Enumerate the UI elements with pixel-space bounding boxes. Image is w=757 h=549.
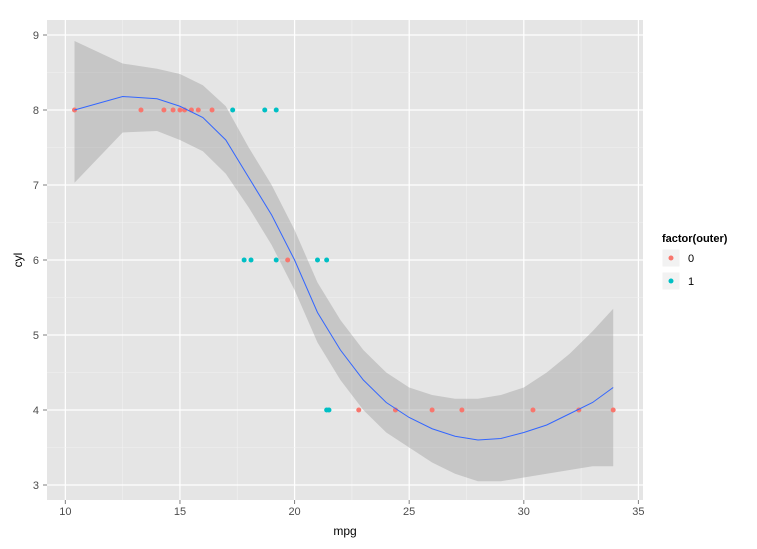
data-point <box>324 257 330 263</box>
data-point <box>273 107 279 113</box>
data-point <box>273 257 279 263</box>
data-point <box>161 107 167 113</box>
data-point <box>326 407 332 413</box>
data-point <box>459 407 465 413</box>
y-tick-label: 3 <box>33 480 39 492</box>
x-axis-label: mpg <box>333 524 356 538</box>
data-point <box>314 257 320 263</box>
data-point <box>248 257 254 263</box>
x-tick-label: 35 <box>632 506 644 518</box>
y-axis-label: cyl <box>11 253 25 268</box>
legend-key-0 <box>668 255 674 261</box>
data-point <box>610 407 616 413</box>
confidence-band <box>74 41 614 482</box>
y-tick-label: 6 <box>33 255 39 267</box>
data-point <box>356 407 362 413</box>
legend-key-1 <box>668 278 674 284</box>
data-point <box>195 107 201 113</box>
data-point <box>230 107 236 113</box>
x-tick-label: 25 <box>403 506 415 518</box>
legend-title: factor(outer) <box>662 233 728 245</box>
legend: factor(outer) 0 1 <box>661 233 728 291</box>
y-tick-label: 8 <box>33 105 39 117</box>
x-tick-label: 15 <box>174 506 186 518</box>
data-point <box>285 257 291 263</box>
data-point <box>241 257 247 263</box>
y-tick-label: 7 <box>33 180 39 192</box>
data-point <box>138 107 144 113</box>
legend-label-1: 1 <box>688 276 694 288</box>
data-point <box>530 407 536 413</box>
y-tick-label: 9 <box>33 30 39 42</box>
data-point <box>209 107 215 113</box>
data-point <box>170 107 176 113</box>
x-tick-label: 10 <box>59 506 71 518</box>
data-point <box>177 107 183 113</box>
legend-label-0: 0 <box>688 253 694 265</box>
y-tick-label: 5 <box>33 330 39 342</box>
x-tick-label: 20 <box>288 506 300 518</box>
data-point <box>429 407 435 413</box>
data-point <box>262 107 268 113</box>
x-tick-label: 30 <box>518 506 530 518</box>
y-tick-label: 4 <box>33 405 39 417</box>
smooth-line <box>74 95 614 441</box>
